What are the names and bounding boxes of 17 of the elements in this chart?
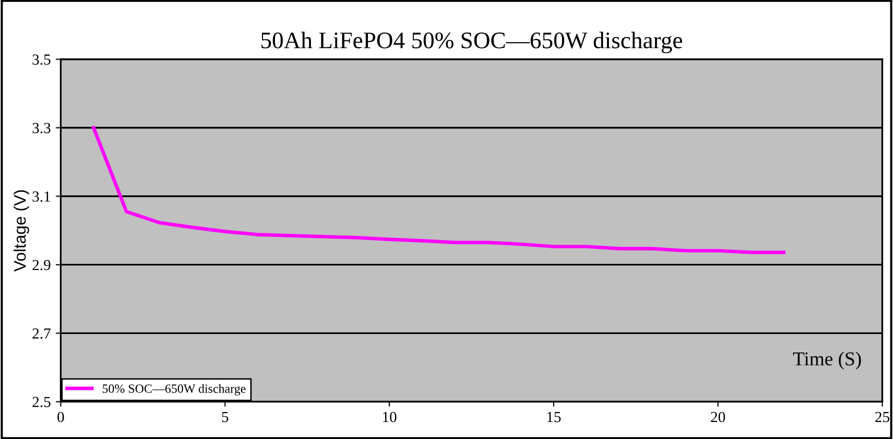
x-tick-label: 10	[383, 412, 396, 422]
x-tick-label: 5	[222, 412, 228, 422]
chart-title: 50Ah LiFePO4 50% SOC—650W discharge	[261, 32, 682, 54]
y-axis-title: Voltage (V)	[14, 190, 30, 272]
y-tick-label: 3.1	[32, 191, 50, 202]
x-tick-label: 20	[711, 412, 726, 422]
y-tick-label: 3.3	[32, 122, 50, 134]
line-series	[92, 126, 786, 254]
y-tick-label: 2.9	[32, 260, 50, 270]
x-axis-title: Time (S)	[793, 352, 861, 370]
x-tick-label: 0	[57, 412, 64, 422]
y-tick-label: 2.5	[32, 396, 50, 408]
y-tick-label: 3.5	[32, 54, 50, 65]
y-tick-label: 2.7	[32, 328, 51, 339]
x-tick-label: 25	[875, 412, 890, 422]
x-tick-label: 15	[547, 412, 561, 422]
legend-label: 50% SOC—650W discharge	[102, 384, 246, 396]
